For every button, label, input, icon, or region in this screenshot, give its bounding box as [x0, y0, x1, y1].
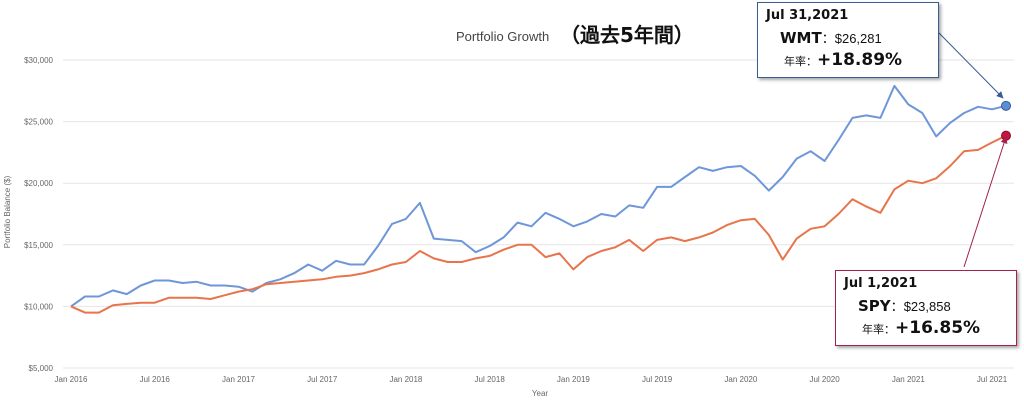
x-tick-label: Jul 2020 — [809, 375, 840, 384]
spy-callout-value-line: SPY：$23,858 — [858, 296, 951, 315]
x-axis-label: Year — [532, 389, 549, 398]
x-tick-label: Jul 2018 — [475, 375, 506, 384]
x-tick-label: Jul 2021 — [977, 375, 1008, 384]
spy-callout-value: $23,858 — [903, 299, 951, 314]
end-point-spy — [1001, 130, 1011, 141]
spy-callout-date: Jul 1,2021 — [844, 276, 918, 291]
chart-title: Portfolio Growth — [456, 29, 549, 44]
spy-callout: Jul 1,2021 SPY：$23,858 年率：+16.85% — [835, 270, 1017, 346]
y-tick-label: $15,000 — [24, 241, 53, 250]
x-tick-label: Jul 2016 — [140, 375, 171, 384]
wmt-callout-rate-line: 年率：+18.89% — [784, 50, 902, 70]
x-tick-label: Jan 2016 — [55, 375, 88, 384]
x-tick-label: Jul 2019 — [642, 375, 673, 384]
series-line-wmt — [70, 84, 1007, 308]
spy-callout-arrow — [963, 136, 1008, 268]
y-tick-label: $25,000 — [24, 118, 53, 127]
spy-callout-separator: ： — [890, 300, 904, 315]
wmt-callout: Jul 31,2021 WMT：$26,281 年率：+18.89% — [757, 2, 939, 78]
x-tick-label: Jul 2017 — [307, 375, 338, 384]
grid-lines — [63, 59, 1014, 369]
spy-callout-rate-line: 年率：+16.85% — [862, 318, 980, 338]
end-point-wmt — [1001, 100, 1011, 111]
wmt-callout-separator: ： — [821, 32, 835, 47]
wmt-callout-arrow — [938, 32, 1004, 99]
y-tick-label: $20,000 — [24, 179, 53, 188]
chart-title-suffix: （過去5年間） — [560, 23, 694, 47]
wmt-callout-rate: +18.89% — [817, 50, 903, 70]
wmt-callout-rate-label: 年率： — [784, 55, 817, 68]
x-tick-label: Jan 2018 — [389, 375, 422, 384]
spy-callout-symbol: SPY — [858, 297, 891, 315]
x-tick-label: Jan 2019 — [557, 375, 590, 384]
y-tick-label: $10,000 — [24, 302, 53, 311]
y-tick-label: $30,000 — [24, 56, 53, 65]
x-tick-label: Jan 2017 — [222, 375, 255, 384]
x-axis-ticks: Jan 2016 Jul 2016 Jan 2017 Jul 2017 Jan 2018… — [55, 375, 1008, 384]
y-axis-label: Portfolio Balance ($) — [3, 175, 12, 248]
x-tick-label: Jan 2020 — [724, 375, 757, 384]
x-tick-label: Jan 2021 — [892, 375, 925, 384]
spy-callout-rate-label: 年率： — [862, 323, 895, 336]
y-axis-ticks: $5,000 $10,000 $15,000 $20,000 $25,000 $30,00… — [24, 56, 53, 373]
wmt-callout-symbol: WMT — [780, 29, 822, 47]
y-tick-label: $5,000 — [29, 364, 54, 373]
wmt-callout-date: Jul 31,2021 — [766, 8, 849, 23]
series-line-spy — [70, 134, 1007, 314]
spy-callout-rate: +16.85% — [895, 318, 981, 338]
wmt-callout-value-line: WMT：$26,281 — [780, 28, 882, 47]
wmt-callout-value: $26,281 — [834, 31, 882, 46]
